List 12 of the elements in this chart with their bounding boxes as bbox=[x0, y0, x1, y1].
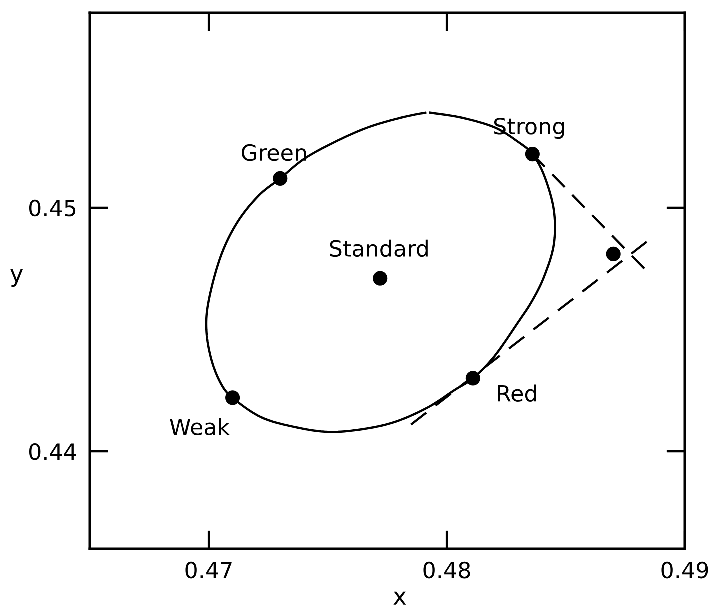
annotation: Red bbox=[498, 384, 536, 402]
x-tick-label: 0.47 bbox=[186, 562, 232, 579]
annotation: Weak bbox=[170, 418, 230, 436]
x-axis-title: x bbox=[394, 592, 406, 605]
y-tick-label: 0.44 bbox=[29, 443, 76, 460]
x-tick-label: 0.49 bbox=[662, 562, 708, 579]
annotation: Green bbox=[242, 144, 306, 162]
x-tick-label: 0.48 bbox=[424, 562, 470, 579]
annotation: Standard bbox=[330, 240, 428, 258]
y-tick-label: 0.45 bbox=[29, 200, 76, 217]
y-axis-title: y bbox=[10, 269, 24, 288]
annotation: Strong bbox=[494, 118, 564, 140]
